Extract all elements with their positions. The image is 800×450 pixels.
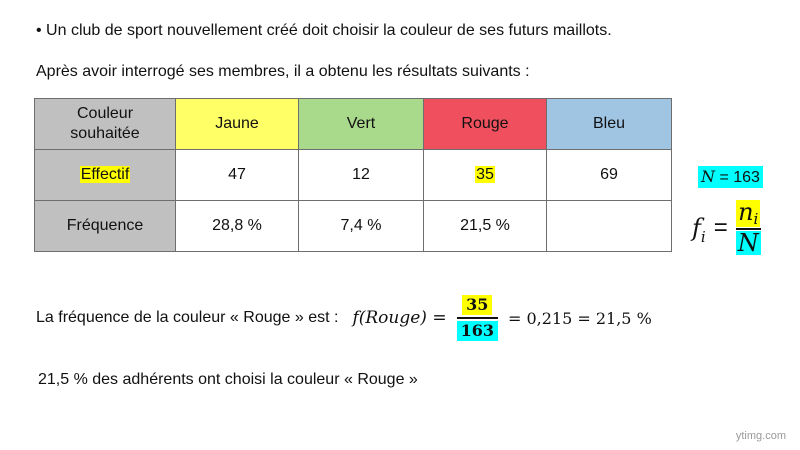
rouge-result: = 0,215 = 21,5 %	[507, 308, 652, 328]
intro-subtext: Après avoir interrogé ses membres, il a …	[36, 63, 530, 80]
cell-effectif-vert: 12	[298, 149, 424, 201]
rouge-numerator: 35	[462, 295, 493, 315]
effectif-rouge-value: 35	[475, 166, 495, 183]
label-frequence: Fréquence	[34, 200, 176, 252]
watermark: ytimg.com	[735, 430, 786, 442]
cell-effectif-bleu: 69	[546, 149, 672, 201]
rouge-lhs: f(Rouge) =	[352, 308, 447, 328]
table-row-effectif: Effectif 47 12 35 69	[34, 149, 672, 201]
fi-fraction: ni N	[735, 198, 761, 257]
effectif-label: Effectif	[79, 166, 131, 183]
cell-freq-jaune: 28,8 %	[175, 200, 299, 252]
intro-text: • Un club de sport nouvellement créé doi…	[36, 22, 612, 39]
header-couleur: Couleur souhaitée	[34, 98, 176, 150]
rouge-frequency-line: La fréquence de la couleur « Rouge » est…	[36, 293, 652, 343]
cell-effectif-rouge: 35	[423, 149, 547, 201]
cell-freq-rouge: 21,5 %	[423, 200, 547, 252]
rouge-prefix: La fréquence de la couleur « Rouge » est…	[36, 309, 339, 326]
cell-freq-vert: 7,4 %	[298, 200, 424, 252]
fi-symbol: fi	[692, 213, 706, 246]
table-header-row: Couleur souhaitée Jaune Vert Rouge Bleu	[34, 98, 672, 150]
fi-equals: =	[713, 213, 728, 241]
rouge-denominator: 163	[456, 321, 498, 341]
table-row-frequence: Fréquence 28,8 % 7,4 % 21,5 %	[34, 200, 672, 252]
frequency-table: Couleur souhaitée Jaune Vert Rouge Bleu E…	[34, 98, 672, 252]
frequency-formula: fi = ni N	[692, 200, 761, 255]
header-bleu: Bleu	[546, 98, 672, 150]
n-total: N = 163	[698, 166, 763, 188]
cell-freq-bleu	[546, 200, 672, 252]
cell-effectif-jaune: 47	[175, 149, 299, 201]
header-rouge: Rouge	[423, 98, 547, 150]
header-vert: Vert	[298, 98, 424, 150]
fi-numerator: ni	[736, 198, 761, 228]
label-effectif: Effectif	[34, 149, 176, 201]
header-jaune: Jaune	[175, 98, 299, 150]
fi-denominator: N	[735, 229, 761, 257]
conclusion-text: 21,5 % des adhérents ont choisi la coule…	[38, 371, 418, 388]
rouge-fraction: 35 163	[456, 295, 498, 341]
